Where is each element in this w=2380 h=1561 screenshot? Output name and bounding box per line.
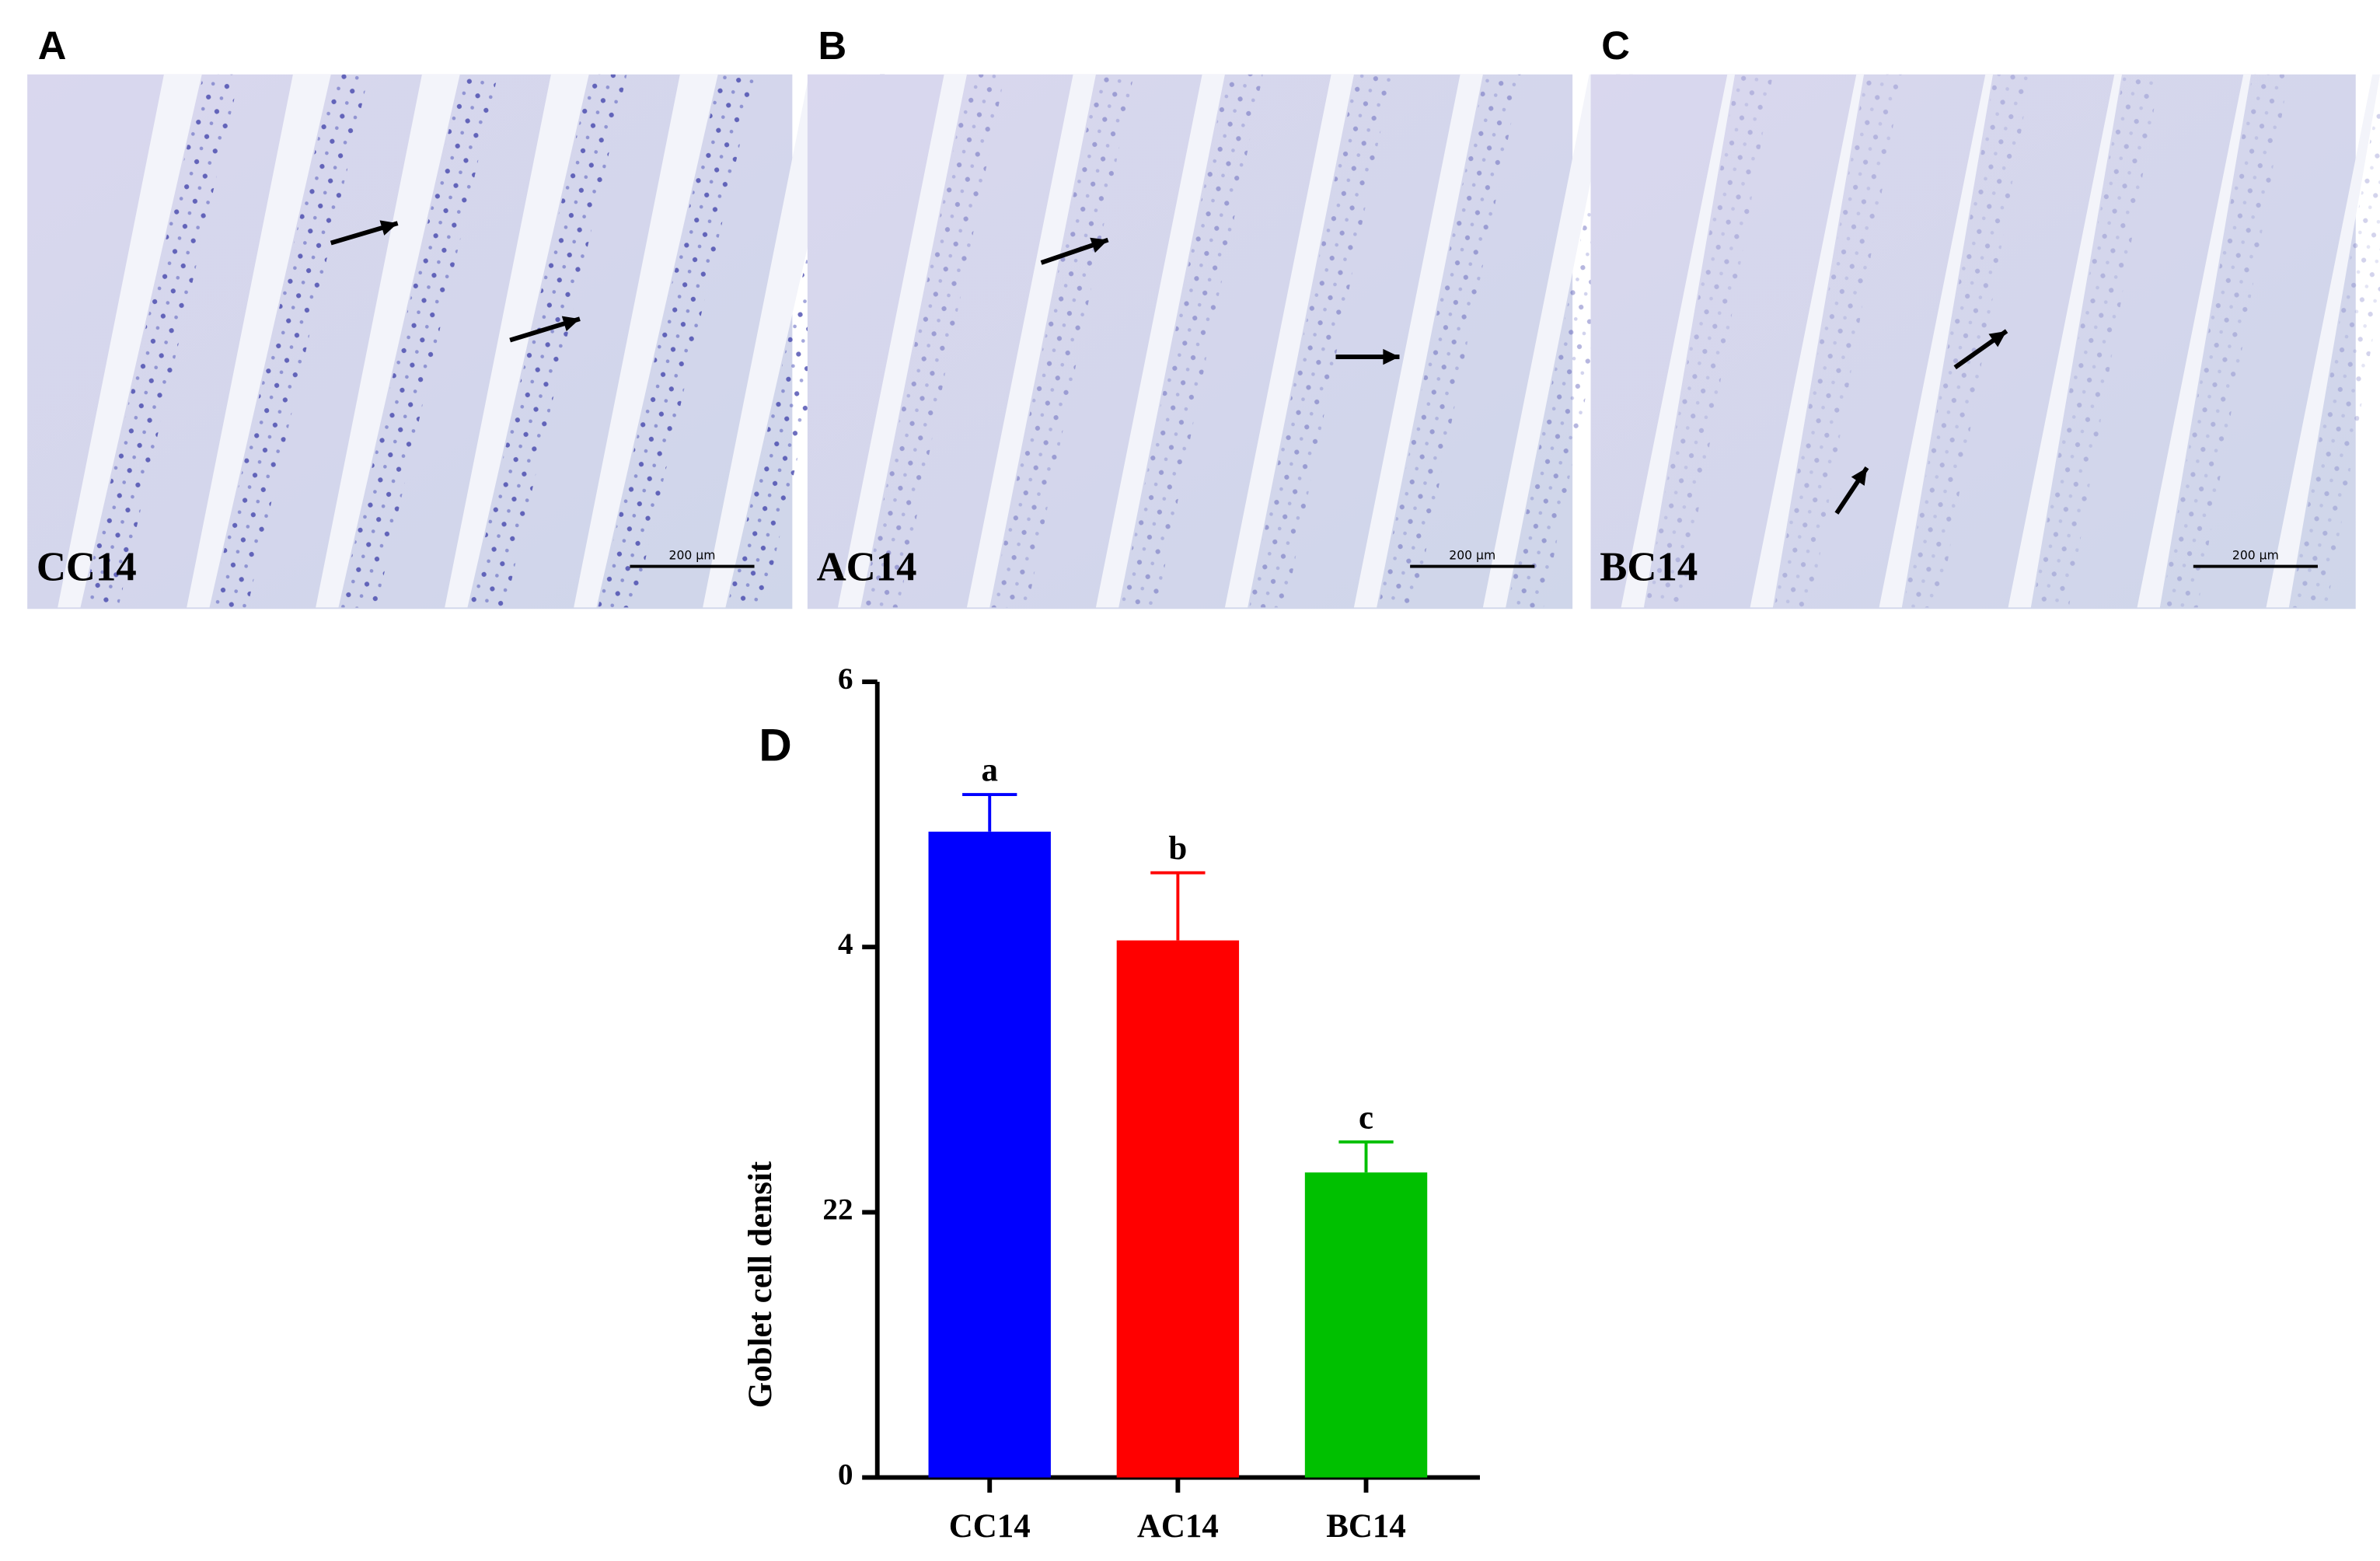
goblet-cells	[1249, 74, 1392, 608]
arrow-head	[1988, 330, 2007, 347]
goblet-cells	[1903, 74, 2031, 608]
goblet-cells	[82, 74, 240, 608]
goblet-cells	[991, 74, 1134, 608]
lumen	[1879, 74, 1994, 608]
goblet-cells	[340, 74, 498, 608]
y-tick-label: 0	[838, 1458, 853, 1492]
lumen	[1482, 74, 1612, 608]
micrograph: 200 µm BC14	[1590, 74, 2380, 609]
lumen	[187, 74, 331, 608]
goblet-cells	[1774, 74, 1902, 608]
arrow-head	[1851, 467, 1867, 486]
lumen	[2266, 74, 2380, 608]
micrograph: 200 µm CC14	[27, 74, 885, 609]
lumen	[1353, 74, 1483, 608]
goblet-cells	[2290, 83, 2380, 608]
goblet-cells	[1120, 74, 1263, 608]
lumen	[837, 74, 967, 608]
bar	[1304, 1172, 1428, 1478]
y-axis-label: Goblet cell densit	[742, 1161, 779, 1408]
panel-letter: D	[759, 720, 791, 770]
arrow-head	[1090, 237, 1108, 253]
x-tick-label: AC14	[1137, 1508, 1219, 1545]
significance-letter: b	[1168, 830, 1187, 867]
y-tick-label: 4	[838, 927, 853, 961]
significance-letter: c	[1359, 1099, 1373, 1136]
panel-letter: A	[38, 23, 67, 68]
scale-label: 200 µm	[2232, 548, 2279, 562]
lumen	[966, 74, 1096, 608]
y-tick-label: 6	[838, 662, 853, 696]
lumen	[1621, 74, 1736, 608]
lumen	[574, 74, 718, 608]
image-label: AC14	[817, 545, 917, 590]
arrow-head	[379, 220, 398, 236]
lumen	[316, 74, 460, 608]
lumen	[445, 74, 589, 608]
goblet-cells	[1378, 74, 1521, 608]
scale-label: 200 µm	[1449, 548, 1495, 562]
goblet-cells	[598, 74, 756, 608]
lumen	[1224, 74, 1354, 608]
lumen	[2008, 74, 2123, 608]
scale-label: 200 µm	[669, 548, 716, 562]
goblet-cells	[1645, 74, 1773, 608]
arrow-head	[1383, 348, 1400, 365]
goblet-cells	[211, 74, 369, 608]
image-label: BC14	[1600, 545, 1698, 590]
significance-letter: a	[981, 753, 997, 789]
lumen	[1095, 74, 1225, 608]
x-tick-label: CC14	[949, 1508, 1031, 1545]
panel-letter: C	[1601, 23, 1630, 68]
arrow-head	[561, 316, 580, 332]
goblet-cells	[2161, 74, 2289, 608]
x-tick-label: BC14	[1326, 1508, 1406, 1545]
micrograph: 200 µm AC14	[807, 74, 1650, 609]
goblet-cells	[862, 74, 1005, 608]
goblet-cells	[2032, 74, 2160, 608]
panel-letter: B	[818, 23, 847, 68]
lumen	[58, 74, 202, 608]
lumen	[1750, 74, 1865, 608]
bar	[928, 831, 1051, 1478]
goblet-cells	[469, 74, 627, 608]
image-label: CC14	[37, 545, 137, 590]
bar	[1116, 940, 1240, 1478]
y-tick-label: 22	[822, 1193, 853, 1226]
lumen	[2137, 74, 2252, 608]
